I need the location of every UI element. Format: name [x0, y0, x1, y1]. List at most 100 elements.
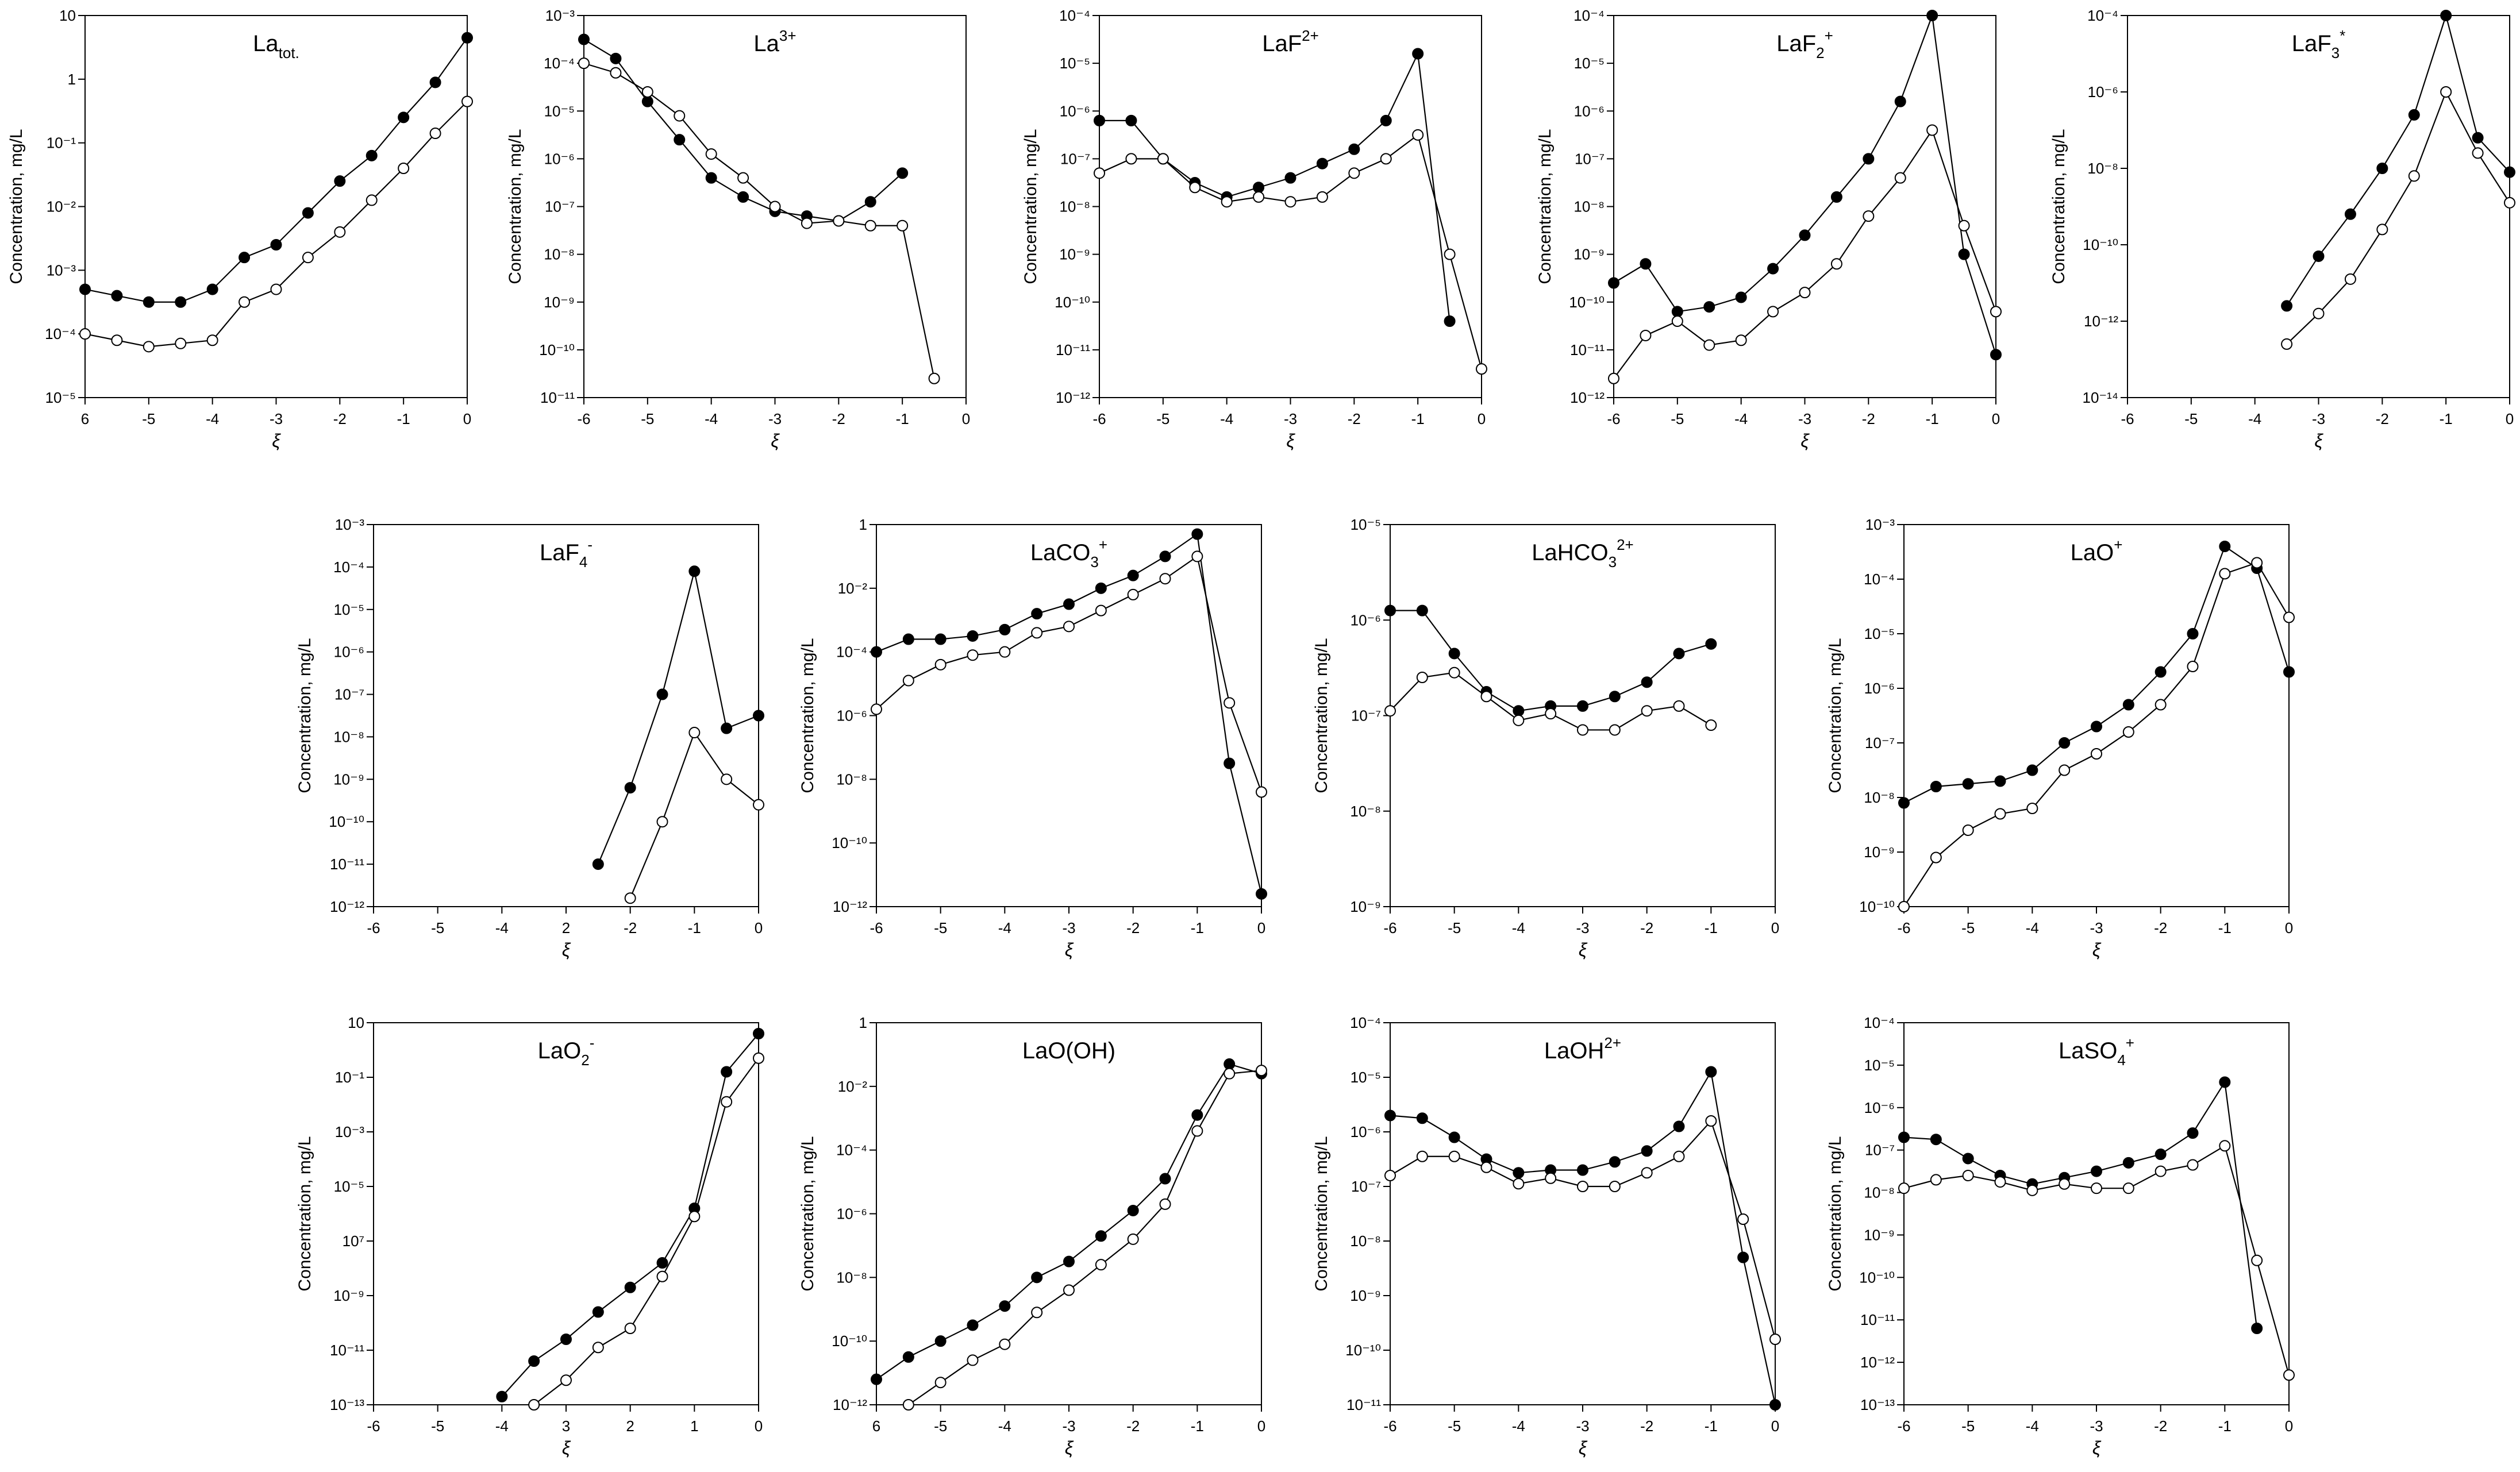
data-point-open: [1256, 786, 1267, 798]
data-point-filled: [1384, 604, 1396, 616]
y-tick-label: 10⁻⁸: [836, 770, 867, 788]
series-line-open: [629, 731, 759, 899]
x-tick-label: -3: [270, 410, 283, 427]
data-point-filled: [143, 296, 155, 308]
y-tick-label: 10⁻⁴: [1864, 1014, 1895, 1031]
data-point-filled: [1127, 1204, 1139, 1216]
data-point-open: [688, 727, 701, 739]
y-tick-label: 10⁻⁹: [1573, 246, 1605, 263]
data-point-filled: [2313, 250, 2325, 262]
data-point-filled: [1448, 648, 1460, 660]
series-line-open: [84, 101, 468, 348]
data-point-open: [897, 219, 909, 232]
data-point-filled: [656, 1257, 668, 1269]
y-tick-label: 10⁻⁸: [1864, 789, 1895, 806]
y-tick-label: 10⁻⁵: [334, 601, 364, 618]
data-point-filled: [1095, 582, 1107, 594]
x-tick-label: 0: [1992, 410, 2000, 427]
x-tick-label: -4: [495, 1417, 509, 1435]
y-tick-label: 10⁻⁹: [1350, 898, 1381, 915]
x-tick-label: -1: [896, 410, 909, 427]
x-tick-label: -3: [768, 410, 782, 427]
data-point-open: [1990, 306, 2002, 318]
y-tick-label: 10⁻⁵: [544, 102, 575, 120]
data-point-filled: [1735, 291, 1747, 303]
series-line-filled: [1390, 610, 1711, 712]
data-point-filled: [1863, 153, 1875, 165]
data-point-open: [111, 334, 123, 346]
data-point-open: [624, 892, 636, 904]
data-point-open: [1480, 691, 1492, 703]
data-point-filled: [1224, 757, 1236, 769]
data-point-filled: [721, 1066, 733, 1078]
x-tick-label: -4: [2248, 410, 2261, 427]
x-tick-label: -2: [1640, 1417, 1653, 1435]
x-tick-label: -1: [2218, 919, 2232, 937]
x-tick-label: 0: [2285, 919, 2293, 937]
x-tick-label: 0: [2285, 1417, 2293, 1435]
y-tick-label: 10⁻⁸: [333, 728, 364, 745]
x-tick-label: -1: [1926, 410, 1939, 427]
data-point-filled: [610, 52, 622, 64]
data-point-open: [1926, 124, 1938, 136]
data-point-filled: [175, 296, 187, 308]
data-point-filled: [871, 1373, 882, 1385]
data-point-open: [833, 215, 845, 227]
y-tick-label: 10⁻²: [47, 198, 76, 215]
data-point-filled: [2251, 1323, 2263, 1334]
data-point-open: [624, 1323, 636, 1334]
plot-frame: [876, 1022, 1262, 1405]
y-tick-label: 10⁻¹⁰: [1055, 294, 1090, 311]
data-point-filled: [1898, 797, 1910, 809]
x-tick-label: -2: [2154, 1417, 2167, 1435]
y-tick-label: 10⁻⁶: [1351, 1123, 1381, 1140]
x-tick-label: -2: [1862, 410, 1875, 427]
y-tick-label: 10⁻¹¹: [1056, 341, 1090, 359]
data-point-filled: [2440, 10, 2452, 21]
data-point-open: [1384, 705, 1396, 717]
data-point-filled: [1703, 301, 1715, 313]
data-point-open: [366, 194, 378, 206]
x-axis-label: ξ: [1286, 430, 1295, 451]
x-tick-label: -4: [998, 919, 1011, 937]
y-tick-label: 10⁻⁵: [1864, 625, 1895, 642]
x-tick-label: -5: [142, 410, 155, 427]
data-point-filled: [2376, 163, 2388, 174]
data-point-open: [1958, 219, 1970, 232]
y-tick-label: 10⁻¹⁰: [832, 1332, 867, 1350]
x-tick-label: -2: [1126, 1417, 1140, 1435]
x-tick-label: 0: [2506, 410, 2514, 427]
data-point-open: [1799, 287, 1811, 299]
data-point-filled: [592, 1306, 604, 1318]
data-point-open: [1994, 808, 2006, 820]
data-point-open: [238, 296, 251, 308]
data-point-filled: [334, 175, 346, 187]
x-tick-label: -6: [1092, 410, 1106, 427]
x-tick-label: -3: [2090, 919, 2103, 937]
data-point-filled: [1962, 1153, 1974, 1165]
series-line-filled: [1099, 51, 1451, 322]
data-point-open: [902, 675, 914, 687]
data-point-open: [2344, 273, 2356, 285]
x-tick-label: -6: [1383, 1417, 1396, 1435]
y-tick-label: 10⁻⁶: [544, 150, 575, 167]
x-tick-label: -3: [1062, 1417, 1075, 1435]
x-tick-label: -2: [2376, 410, 2389, 427]
data-point-filled: [641, 95, 653, 107]
data-point-open: [1705, 1115, 1717, 1127]
data-point-open: [1641, 705, 1653, 717]
data-point-open: [967, 649, 979, 661]
data-point-open: [1705, 719, 1717, 731]
x-tick-label: -6: [1607, 410, 1620, 427]
x-tick-label: 0: [962, 410, 970, 427]
series-line-open: [1099, 133, 1483, 369]
panel-title: LaCO3+: [1030, 536, 1107, 571]
data-point-filled: [705, 172, 717, 184]
y-tick-label: 10⁻⁴: [2087, 7, 2118, 24]
data-point-open: [2313, 307, 2325, 319]
y-tick-label: 10⁻⁶: [837, 1205, 867, 1223]
y-tick-label: 10⁻⁹: [1864, 843, 1895, 861]
data-point-open: [674, 110, 686, 122]
x-axis-label: ξ: [1579, 1438, 1588, 1458]
y-tick-label: 10⁻¹: [335, 1069, 365, 1086]
